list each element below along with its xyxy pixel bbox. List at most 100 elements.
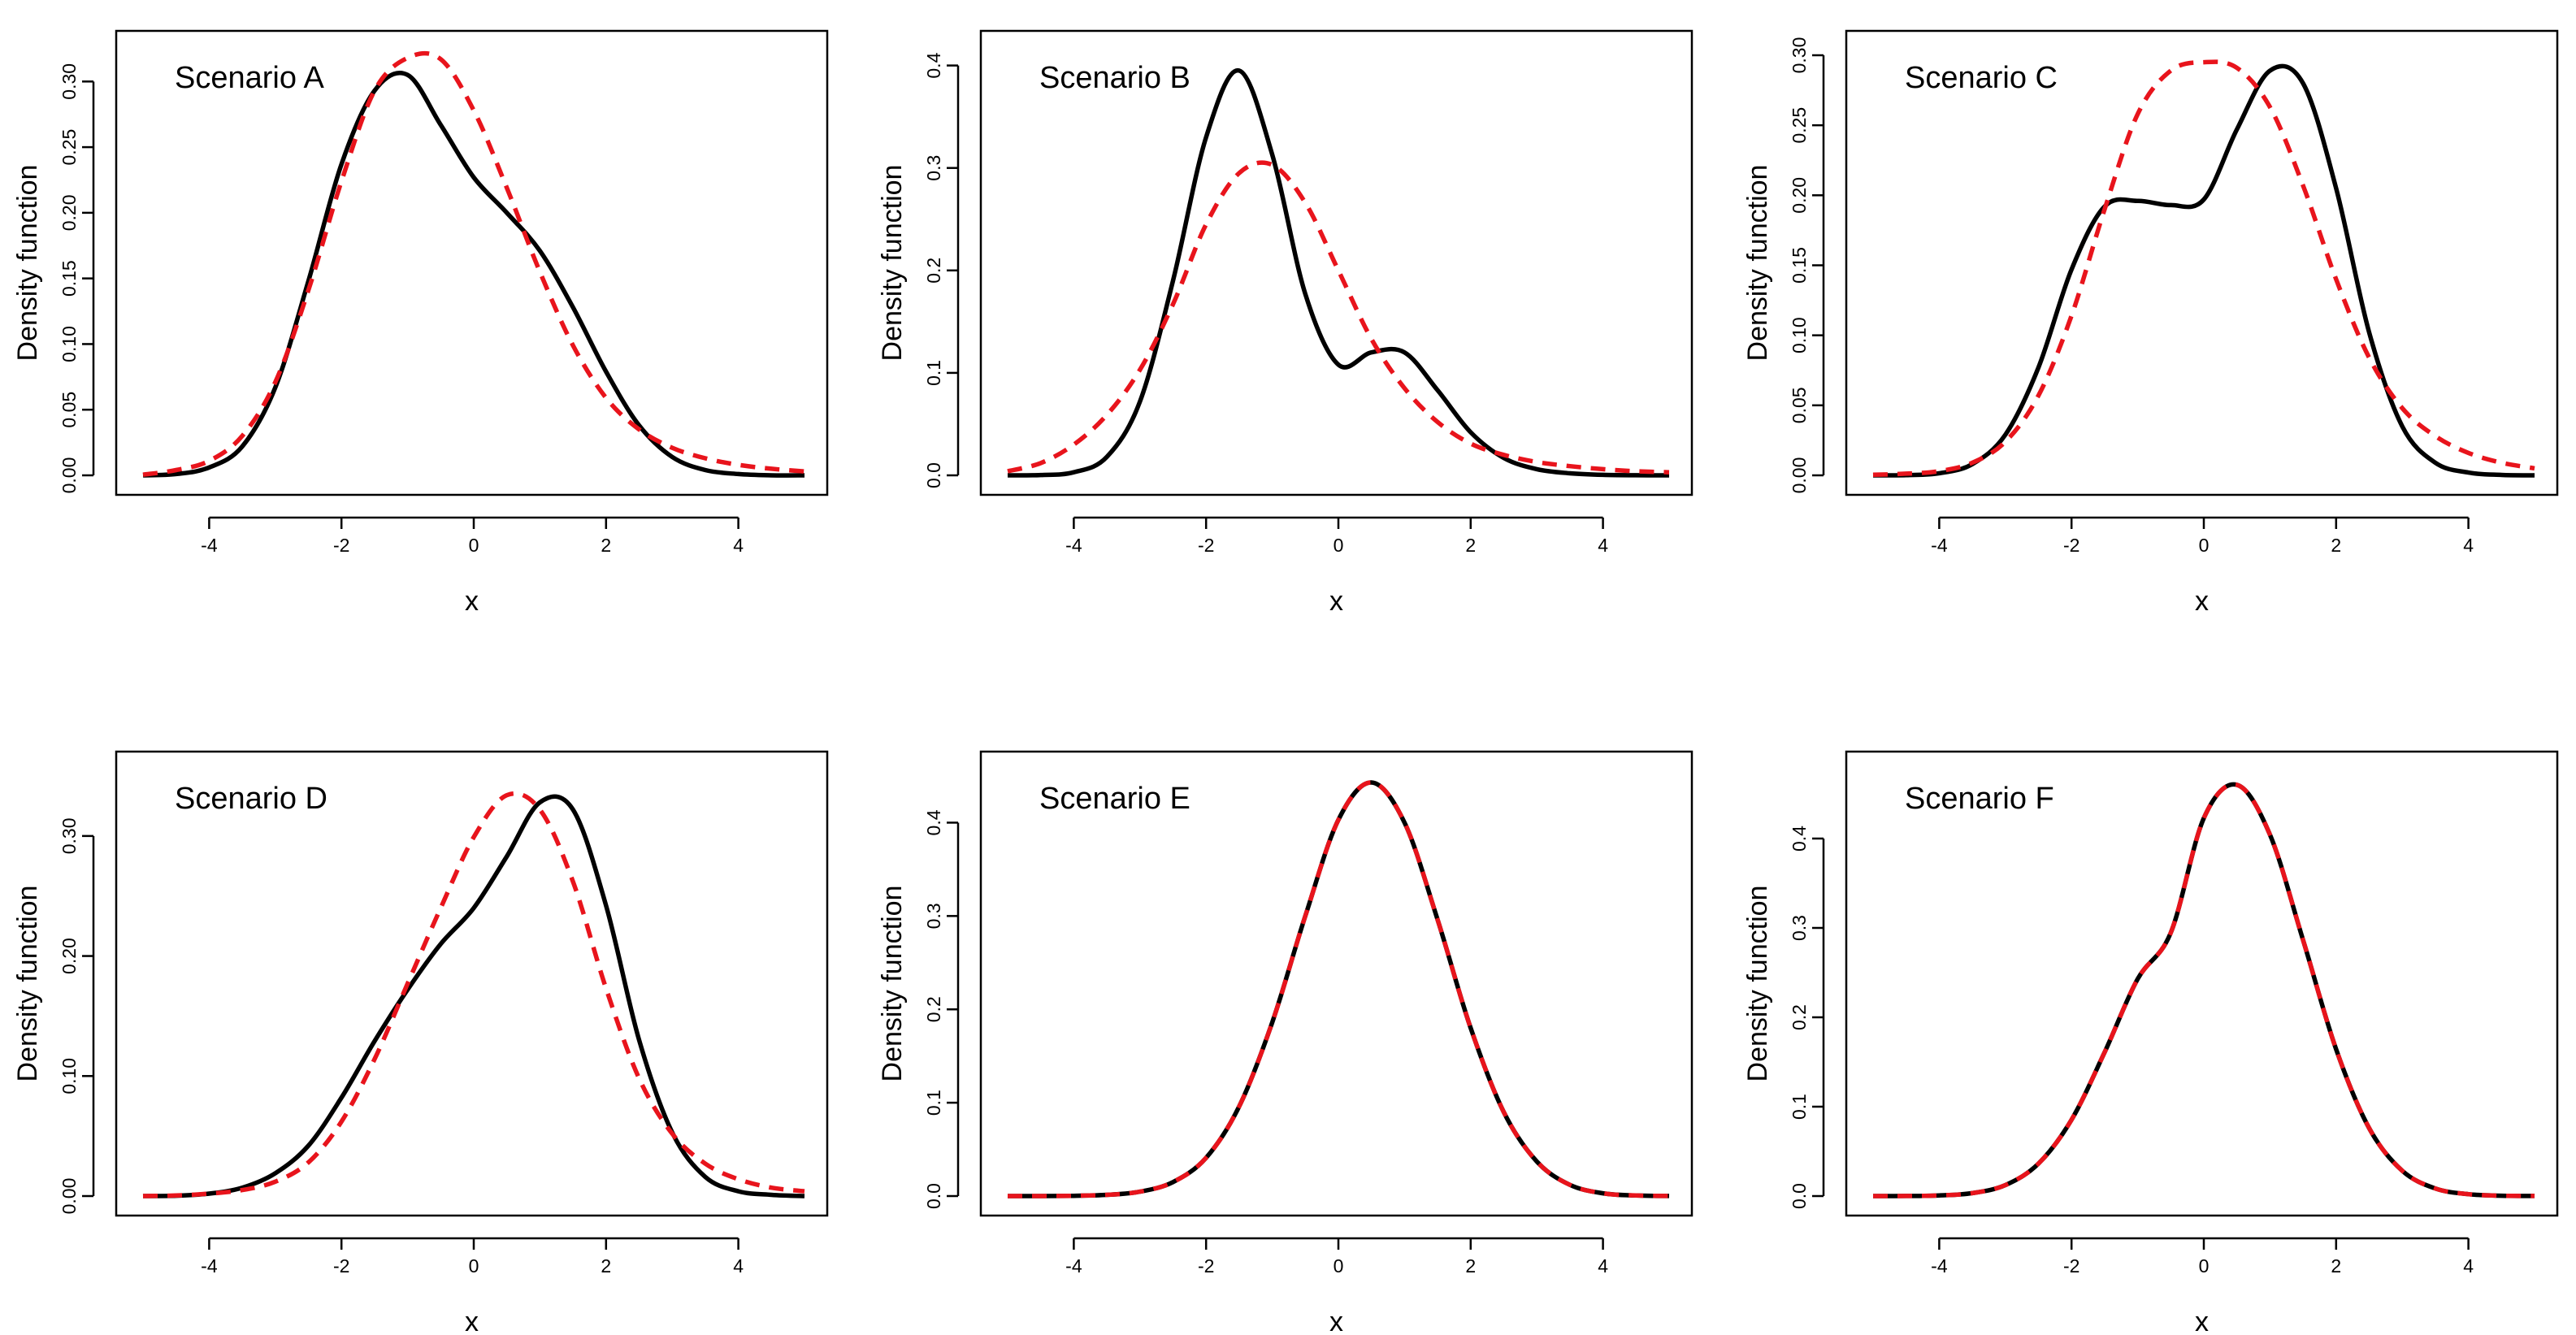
x-tick-label: 4 — [2463, 1255, 2474, 1276]
true-density-line — [1007, 780, 1670, 1198]
panel-e: -4 -2 0 2 4 0.0 0.1 0.2 0.3 0.4 x Density function S… — [877, 750, 1693, 1335]
x-tick-label: 0 — [1334, 1255, 1344, 1276]
y-tick-label: 0.0 — [923, 1183, 944, 1209]
x-tick-label: 4 — [1598, 535, 1608, 556]
y-tick-label: 0.15 — [59, 260, 80, 297]
y-tick-label: 0.1 — [923, 360, 944, 386]
panel-title: Scenario E — [1039, 782, 1190, 816]
plot-frame — [115, 29, 829, 496]
estimated-density-line — [1007, 160, 1670, 475]
y-tick-label: 0.2 — [923, 996, 944, 1022]
estimated-density-line — [1007, 780, 1670, 1198]
y-tick-label: 0.15 — [1789, 247, 1810, 284]
y-axis-title: Density function — [1742, 165, 1773, 362]
x-axis-title: x — [2195, 1307, 2209, 1335]
y-axis-title: Density function — [12, 886, 43, 1082]
true-density-line — [142, 794, 805, 1198]
x-tick-label: 0 — [1334, 535, 1344, 556]
x-axis-title: x — [465, 1307, 479, 1335]
y-tick-label: 0.00 — [59, 1178, 80, 1215]
y-tick-label: 0.4 — [923, 52, 944, 78]
x-tick-label: 2 — [601, 535, 611, 556]
y-tick-label: 0.10 — [59, 326, 80, 362]
x-axis-title: x — [465, 586, 479, 617]
true-density-line — [1007, 68, 1670, 478]
y-tick-label: 0.3 — [923, 155, 944, 181]
y-tick-label: 0.0 — [1789, 1183, 1810, 1209]
plot-frame — [115, 750, 829, 1217]
estimated-density-line — [142, 50, 805, 477]
x-tick-label: -4 — [1065, 535, 1082, 556]
x-tick-label: -4 — [201, 535, 218, 556]
y-tick-label: 0.3 — [1789, 915, 1810, 941]
x-tick-label: 0 — [2199, 1255, 2210, 1276]
true-density-line — [1872, 63, 2535, 478]
panel-title: Scenario B — [1039, 61, 1190, 95]
x-tick-label: 4 — [2463, 535, 2474, 556]
panel-d: -4 -2 0 2 4 0.00 0.10 0.20 0.30 x Density function… — [12, 750, 829, 1335]
x-tick-label: -2 — [1198, 1255, 1214, 1276]
x-tick-label: -2 — [333, 535, 349, 556]
y-tick-label: 0.30 — [1789, 37, 1810, 74]
estimated-density-line — [1872, 782, 2535, 1198]
x-tick-label: 2 — [2331, 1255, 2341, 1276]
y-tick-label: 0.30 — [59, 817, 80, 854]
x-tick-label: -2 — [333, 1255, 349, 1276]
x-axis-title: x — [1329, 1307, 1343, 1335]
x-tick-label: -4 — [1065, 1255, 1082, 1276]
panel-f: -4 -2 0 2 4 0.0 0.1 0.2 0.3 0.4 x Density function S… — [1742, 750, 2559, 1335]
x-tick-label: -4 — [1931, 535, 1948, 556]
panel-title: Scenario A — [175, 61, 324, 95]
y-tick-label: 0.00 — [59, 457, 80, 494]
x-tick-label: 2 — [2331, 535, 2341, 556]
panel-title: Scenario F — [1905, 782, 2054, 816]
y-axis-title: Density function — [877, 886, 908, 1082]
y-tick-label: 0.3 — [923, 903, 944, 929]
panel-title: Scenario C — [1905, 61, 2058, 95]
y-tick-label: 0.20 — [59, 938, 80, 974]
y-tick-label: 0.4 — [1789, 826, 1810, 852]
y-tick-label: 0.05 — [1789, 387, 1810, 423]
x-tick-label: 4 — [733, 535, 744, 556]
y-axis-title: Density function — [1742, 886, 1773, 1082]
x-tick-label: -2 — [2063, 1255, 2079, 1276]
x-tick-label: 2 — [1465, 1255, 1476, 1276]
y-tick-label: 0.2 — [1789, 1004, 1810, 1030]
x-tick-label: -4 — [201, 1255, 218, 1276]
y-tick-label: 0.1 — [923, 1090, 944, 1116]
x-tick-label: 4 — [733, 1255, 744, 1276]
plot-frame — [1845, 29, 2559, 496]
y-tick-label: 0.1 — [1789, 1094, 1810, 1120]
x-tick-label: -4 — [1931, 1255, 1948, 1276]
y-axis-title: Density function — [877, 165, 908, 362]
panel-title: Scenario D — [175, 782, 327, 816]
plot-frame — [979, 29, 1693, 496]
x-tick-label: 0 — [469, 535, 479, 556]
panel-c: -4 -2 0 2 4 0.00 0.05 0.10 0.15 0.20 0.25 0.30 x Dens… — [1742, 29, 2559, 617]
y-tick-label: 0.4 — [923, 809, 944, 835]
x-tick-label: 2 — [1465, 535, 1476, 556]
y-tick-label: 0.10 — [59, 1058, 80, 1094]
estimated-density-line — [1872, 59, 2535, 478]
x-axis-title: x — [1329, 586, 1343, 617]
y-tick-label: 0.25 — [59, 129, 80, 166]
y-axis-title: Density function — [12, 165, 43, 362]
y-tick-label: 0.0 — [923, 462, 944, 488]
panel-a: -4 -2 0 2 4 0.00 0.05 0.10 0.15 0.20 0.25 0.30 x Dens… — [12, 29, 829, 617]
x-tick-label: -2 — [2063, 535, 2079, 556]
y-tick-label: 0.05 — [59, 392, 80, 428]
y-tick-label: 0.20 — [59, 194, 80, 231]
plot-frame — [979, 750, 1693, 1217]
x-tick-label: -2 — [1198, 535, 1214, 556]
y-tick-label: 0.30 — [59, 63, 80, 100]
x-axis-title: x — [2195, 586, 2209, 617]
estimated-density-line — [142, 791, 805, 1198]
y-tick-label: 0.25 — [1789, 107, 1810, 144]
panel-b: -4 -2 0 2 4 0.0 0.1 0.2 0.3 0.4 x Density function S… — [877, 29, 1693, 617]
true-density-line — [1872, 782, 2535, 1198]
x-tick-label: 4 — [1598, 1255, 1608, 1276]
x-tick-label: 0 — [469, 1255, 479, 1276]
x-tick-label: 0 — [2199, 535, 2210, 556]
y-tick-label: 0.00 — [1789, 457, 1810, 494]
